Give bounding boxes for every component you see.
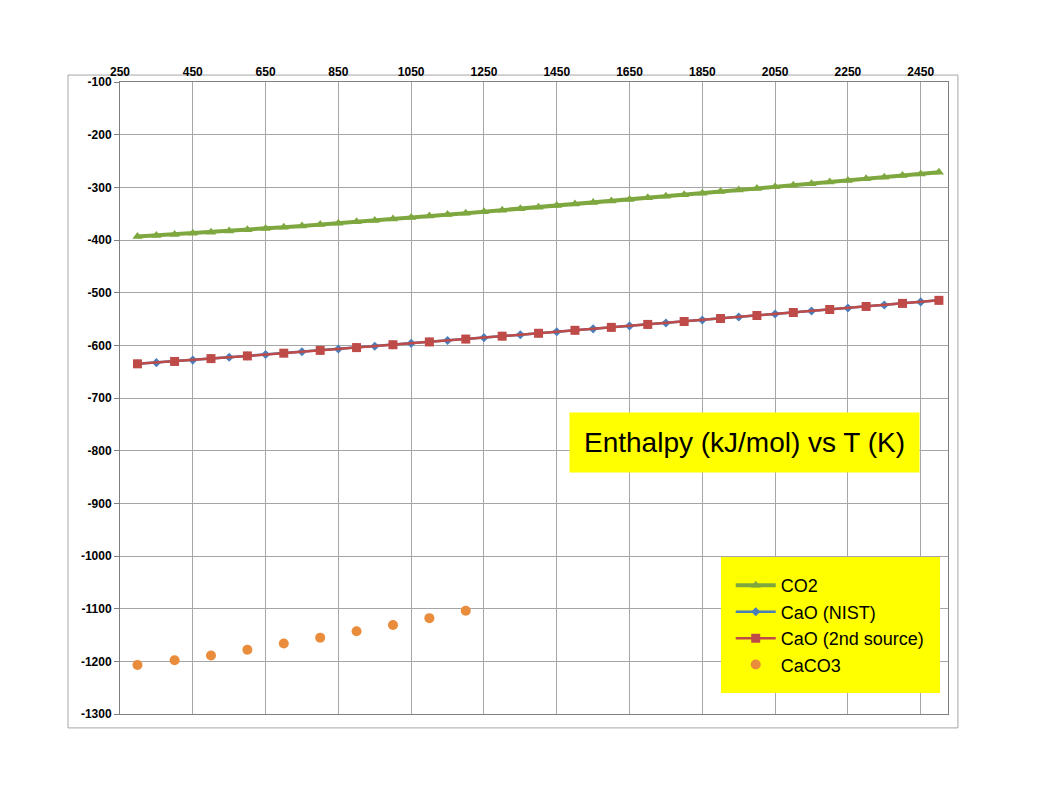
svg-text:-1300: -1300: [81, 707, 112, 721]
svg-text:-800: -800: [88, 444, 112, 458]
svg-text:CaO (2nd source): CaO (2nd source): [781, 629, 924, 649]
svg-text:450: 450: [183, 65, 203, 79]
svg-text:-1000: -1000: [81, 549, 112, 563]
svg-text:1850: 1850: [689, 65, 716, 79]
svg-text:1250: 1250: [471, 65, 498, 79]
svg-text:CaO (NIST): CaO (NIST): [781, 603, 876, 623]
svg-text:650: 650: [256, 65, 276, 79]
svg-text:2250: 2250: [835, 65, 862, 79]
svg-text:-1100: -1100: [82, 602, 112, 616]
svg-text:2450: 2450: [907, 65, 934, 79]
svg-text:-300: -300: [88, 181, 112, 195]
svg-text:-1200: -1200: [81, 655, 112, 669]
svg-text:-700: -700: [88, 391, 112, 405]
svg-text:2050: 2050: [762, 65, 789, 79]
svg-text:CO2: CO2: [781, 576, 818, 596]
svg-text:-600: -600: [88, 339, 112, 353]
svg-text:-200: -200: [88, 128, 112, 142]
svg-text:850: 850: [328, 65, 348, 79]
svg-text:-500: -500: [88, 286, 112, 300]
svg-text:250: 250: [110, 65, 130, 79]
svg-text:Enthalpy (kJ/mol) vs T (K): Enthalpy (kJ/mol) vs T (K): [584, 427, 905, 458]
svg-text:-400: -400: [88, 233, 112, 247]
svg-text:1050: 1050: [398, 65, 425, 79]
svg-text:CaCO3: CaCO3: [781, 656, 841, 676]
svg-text:-100: -100: [88, 75, 112, 89]
svg-text:-900: -900: [88, 497, 112, 511]
svg-text:1450: 1450: [543, 65, 570, 79]
svg-text:1650: 1650: [616, 65, 643, 79]
